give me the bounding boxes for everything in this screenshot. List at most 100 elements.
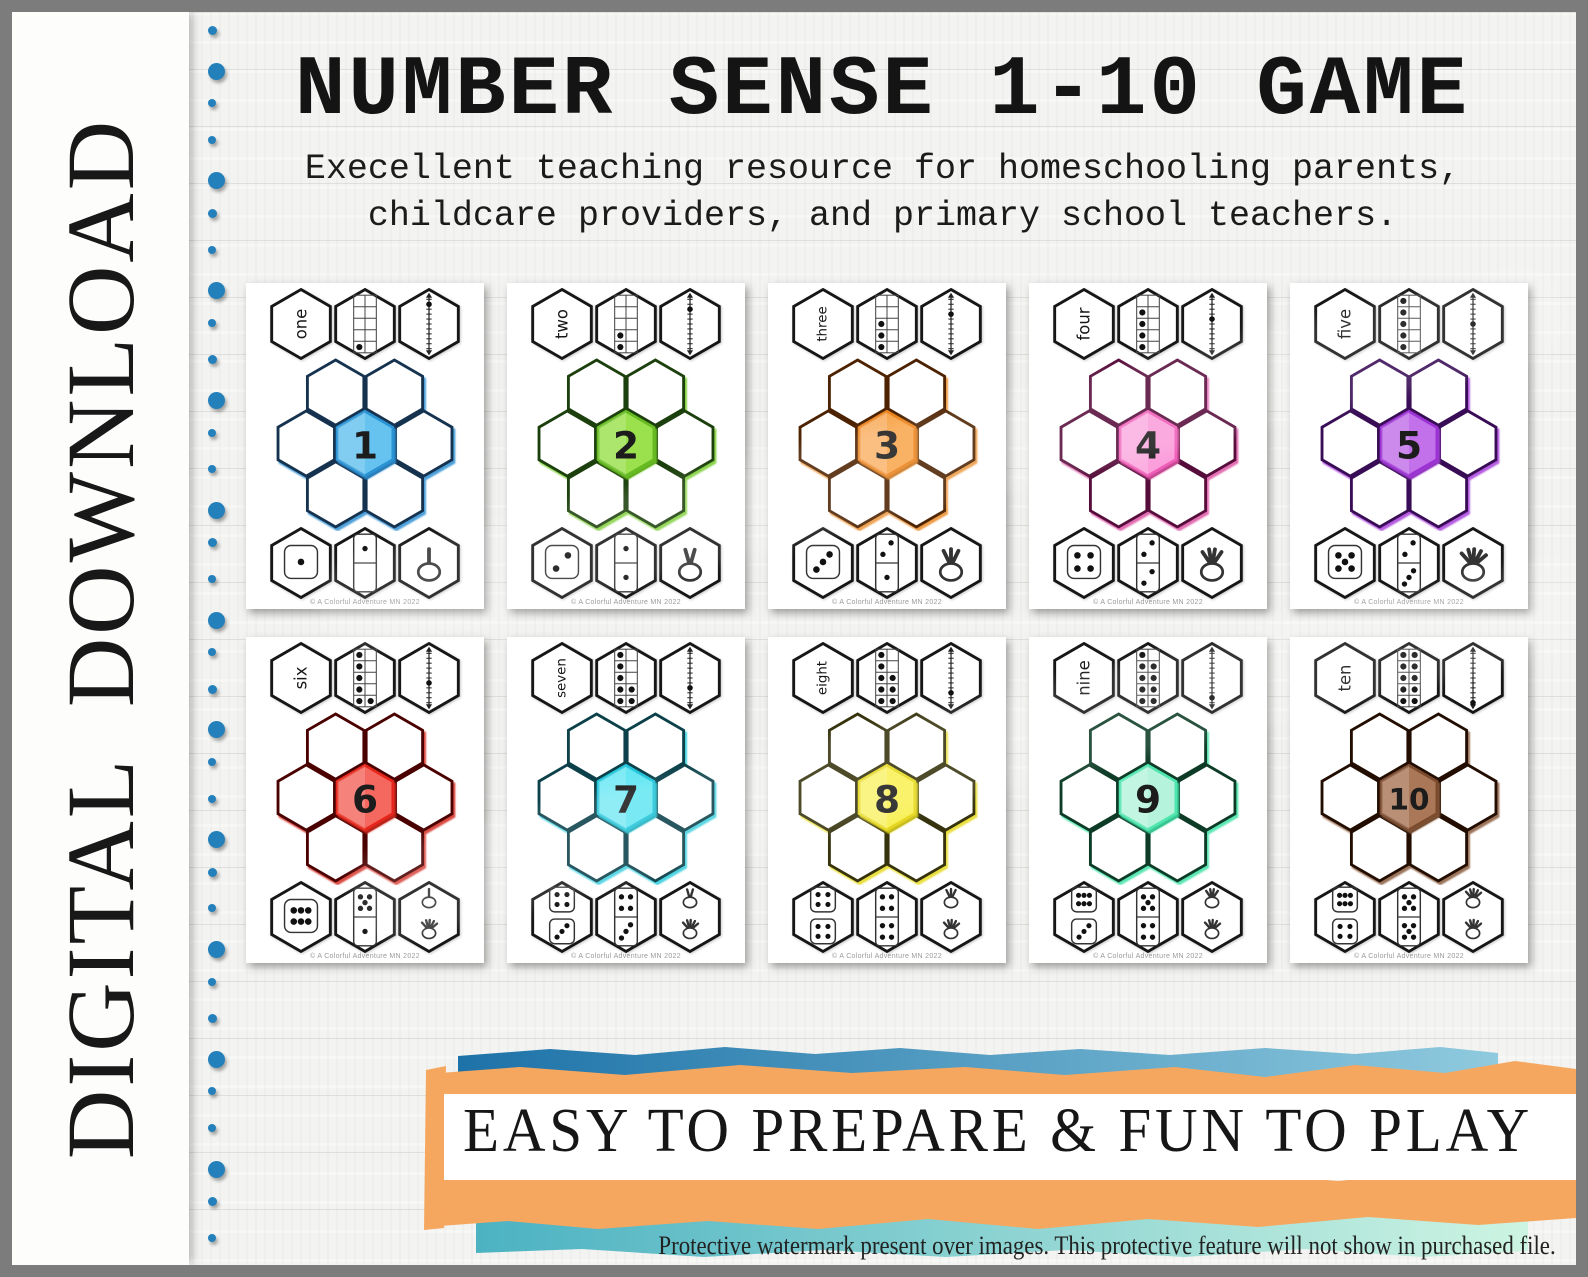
domino-icon xyxy=(334,527,396,599)
hand-sign-icon xyxy=(398,527,460,599)
blue-dot xyxy=(207,867,217,877)
blue-dot xyxy=(207,1197,217,1207)
header: NUMBER SENSE 1-10 GAME Execellent teachi… xyxy=(189,12,1576,240)
card-bottom-hexes xyxy=(792,881,982,953)
ten-frame-icon xyxy=(856,288,918,360)
dice-icon xyxy=(1314,881,1376,953)
dice-icon xyxy=(1053,527,1115,599)
hand-sign-icon xyxy=(659,881,721,953)
banner-text: EASY TO PREPARE & FUN TO PLAY xyxy=(463,1097,1533,1165)
card-top-hexes: three xyxy=(792,288,982,360)
number-line-icon xyxy=(1442,642,1504,714)
card-number: 5 xyxy=(1396,423,1422,467)
game-card-6: six 6 © A Colorful Adventure MN 2022 xyxy=(246,637,484,963)
game-card-3: three 3 © A Colorful Adventure MN 2022 xyxy=(768,283,1006,609)
hexagon-flower: 5 xyxy=(1320,358,1498,529)
blue-dot xyxy=(207,611,225,629)
blue-dot xyxy=(207,501,225,519)
card-copyright: © A Colorful Adventure MN 2022 xyxy=(571,953,681,960)
blue-dot xyxy=(207,355,217,365)
hand-sign-icon xyxy=(659,527,721,599)
subtitle-line-2: childcare providers, and primary school … xyxy=(367,196,1398,237)
number-word-hex: one xyxy=(270,288,332,360)
blue-dot xyxy=(208,99,216,108)
card-number: 8 xyxy=(874,777,900,821)
blue-dot xyxy=(207,1050,225,1068)
blue-dot xyxy=(207,209,217,218)
ten-frame-icon xyxy=(334,642,396,714)
blue-dot xyxy=(207,831,225,849)
svg-text:nine: nine xyxy=(1075,660,1094,696)
svg-text:four: four xyxy=(1075,307,1094,340)
ten-frame-icon xyxy=(1117,642,1179,714)
blue-dot xyxy=(208,428,216,437)
ten-frame-icon xyxy=(1378,288,1440,360)
game-card-1: one 1 © A Colorful Adventure MN 2022 xyxy=(246,283,484,609)
svg-text:one: one xyxy=(292,309,311,340)
card-top-hexes: seven xyxy=(531,642,721,714)
blue-dot xyxy=(207,62,225,80)
svg-text:seven: seven xyxy=(555,658,570,698)
blue-dot xyxy=(207,1014,217,1024)
number-line-icon xyxy=(920,288,982,360)
blue-dot xyxy=(208,904,216,913)
blue-dot xyxy=(208,245,216,254)
hexagon-flower: 10 xyxy=(1320,712,1498,883)
number-word-hex: six xyxy=(270,642,332,714)
dice-icon xyxy=(1053,881,1115,953)
svg-text:eight: eight xyxy=(816,661,831,695)
game-card-5: five 5 © A Colorful Adventure MN 2022 xyxy=(1290,283,1528,609)
card-top-hexes: four xyxy=(1053,288,1243,360)
blue-dot xyxy=(207,941,225,958)
number-word-hex: two xyxy=(531,288,593,360)
blue-dot xyxy=(207,721,225,739)
hexagon-flower: 2 xyxy=(537,358,715,529)
hexagon-flower: 7 xyxy=(537,712,715,883)
number-word-hex: ten xyxy=(1314,642,1376,714)
blue-dot xyxy=(208,318,216,327)
card-bottom-hexes xyxy=(1053,881,1243,953)
card-bottom-hexes xyxy=(1314,527,1504,599)
card-number: 9 xyxy=(1135,777,1161,821)
blue-dot xyxy=(207,392,225,409)
orange-brush-bottom xyxy=(426,1169,1576,1229)
dice-icon xyxy=(270,527,332,599)
brush-banner: EASY TO PREPARE & FUN TO PLAY xyxy=(424,1047,1576,1257)
hand-sign-icon xyxy=(920,527,982,599)
ten-frame-icon xyxy=(1117,288,1179,360)
ten-frame-icon xyxy=(595,642,657,714)
blue-dot xyxy=(208,575,216,583)
card-number: 7 xyxy=(613,777,639,821)
card-number: 1 xyxy=(352,423,378,467)
card-bottom-hexes xyxy=(792,527,982,599)
number-line-icon xyxy=(659,642,721,714)
blue-dots-divider xyxy=(189,12,237,1265)
card-bottom-hexes xyxy=(531,881,721,953)
card-copyright: © A Colorful Adventure MN 2022 xyxy=(1093,599,1203,606)
dice-icon xyxy=(270,881,332,953)
blue-dot xyxy=(208,135,216,144)
banner-white-panel xyxy=(444,1094,1576,1180)
card-bottom-hexes xyxy=(1053,527,1243,599)
domino-icon xyxy=(1117,527,1179,599)
hexagon-flower: 3 xyxy=(798,358,976,529)
domino-icon xyxy=(856,527,918,599)
svg-text:five: five xyxy=(1336,309,1355,339)
card-number: 4 xyxy=(1135,423,1161,467)
blue-dot xyxy=(208,1233,216,1242)
game-card-10: ten 10 © A Colorful Adventure MN 2022 xyxy=(1290,637,1528,963)
ten-frame-icon xyxy=(334,288,396,360)
svg-text:three: three xyxy=(816,306,831,341)
ten-frame-icon xyxy=(856,642,918,714)
dice-icon xyxy=(531,527,593,599)
hand-sign-icon xyxy=(920,881,982,953)
hexagon-flower: 6 xyxy=(276,712,454,883)
hand-sign-icon xyxy=(1181,527,1243,599)
card-top-hexes: one xyxy=(270,288,460,360)
domino-icon xyxy=(595,527,657,599)
domino-icon xyxy=(856,881,918,953)
number-line-icon xyxy=(398,288,460,360)
number-word-hex: seven xyxy=(531,642,593,714)
card-grid: one 1 © A Colorful Adventure MN 2022 two… xyxy=(246,283,1528,963)
